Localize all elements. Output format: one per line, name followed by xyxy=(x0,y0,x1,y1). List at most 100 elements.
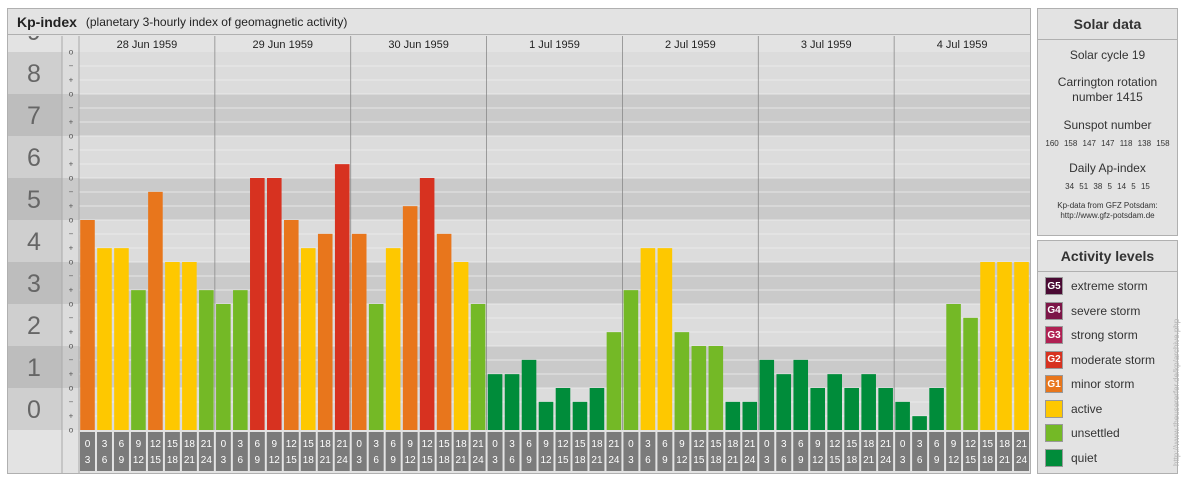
interval-start-label: 3 xyxy=(509,439,515,450)
level-band-label xyxy=(8,178,62,220)
kp-bar xyxy=(165,262,180,430)
kp-bar xyxy=(182,262,197,430)
interval-start-label: 21 xyxy=(473,439,485,450)
legend-item: G2 moderate storm xyxy=(1038,348,1177,373)
interval-end-label: 15 xyxy=(829,455,841,466)
interval-start-label: 6 xyxy=(390,439,396,450)
interval-end-label: 12 xyxy=(269,455,281,466)
interval-box xyxy=(810,432,826,471)
legend-item: G5 extreme storm xyxy=(1038,274,1177,299)
interval-end-label: 21 xyxy=(863,455,875,466)
y-minor-tick-label: o xyxy=(69,48,74,57)
y-minor-tick-label: o xyxy=(69,342,74,351)
interval-start-label: 21 xyxy=(337,439,349,450)
credit-link[interactable]: http://www.gfz-potsdam.de xyxy=(1060,211,1155,220)
day-label: 3 Jul 1959 xyxy=(801,39,852,51)
legend-swatch: G5 xyxy=(1045,277,1063,296)
interval-start-label: 12 xyxy=(693,439,705,450)
legend-item: G1 minor storm xyxy=(1038,372,1177,397)
interval-end-label: 15 xyxy=(422,455,434,466)
interval-box xyxy=(470,432,486,471)
interval-end-label: 9 xyxy=(934,455,940,466)
interval-box xyxy=(759,432,775,471)
interval-box xyxy=(657,432,673,471)
interval-start-label: 12 xyxy=(965,439,977,450)
legend-swatch: G2 xyxy=(1045,350,1063,369)
interval-box xyxy=(623,432,639,471)
kp-bar xyxy=(912,416,927,430)
interval-box xyxy=(521,432,537,471)
kp-bar xyxy=(895,401,910,430)
interval-box xyxy=(232,432,248,471)
kp-bar xyxy=(776,374,792,430)
interval-box xyxy=(674,432,690,471)
kp-bar xyxy=(80,220,95,430)
interval-box xyxy=(589,432,605,471)
interval-start-label: 15 xyxy=(439,439,451,450)
y-minor-tick-label: o xyxy=(69,300,74,309)
interval-end-label: 12 xyxy=(133,455,145,466)
interval-end-label: 21 xyxy=(184,455,196,466)
level-band-label xyxy=(8,136,62,178)
y-minor-tick-label: − xyxy=(69,230,74,239)
kp-bar xyxy=(233,290,248,430)
y-minor-tick-label: + xyxy=(69,412,74,421)
kp-bar xyxy=(810,388,826,430)
chart-header: Kp-index (planetary 3-hourly index of ge… xyxy=(8,9,1030,35)
level-band-label xyxy=(8,388,62,430)
kp-bar xyxy=(929,388,944,430)
solar-data-title: Solar data xyxy=(1038,9,1177,40)
interval-box xyxy=(198,432,214,471)
interval-box xyxy=(334,432,350,471)
interval-end-label: 24 xyxy=(1016,455,1028,466)
interval-box xyxy=(742,432,758,471)
interval-box xyxy=(878,432,894,471)
interval-box xyxy=(385,432,401,471)
y-minor-tick-label: o xyxy=(69,384,74,393)
y-tick-label: 6 xyxy=(27,144,41,172)
interval-box xyxy=(963,432,979,471)
interval-box xyxy=(946,432,962,471)
legend-swatch: G3 xyxy=(1045,326,1063,345)
interval-start-label: 21 xyxy=(201,439,213,450)
interval-start-label: 0 xyxy=(356,439,362,450)
y-minor-tick-label: + xyxy=(69,202,74,211)
interval-start-label: 18 xyxy=(863,439,875,450)
kp-bar xyxy=(980,262,995,430)
interval-end-label: 15 xyxy=(286,455,298,466)
kp-chart-panel: Kp-index (planetary 3-hourly index of ge… xyxy=(7,8,1031,474)
kp-bar xyxy=(827,374,842,430)
kp-bar xyxy=(402,206,418,430)
interval-box xyxy=(130,432,146,471)
interval-box xyxy=(181,432,197,471)
interval-start-label: 15 xyxy=(167,439,179,450)
kp-bar xyxy=(250,178,265,430)
kp-bar xyxy=(538,401,554,430)
y-minor-tick-label: + xyxy=(69,76,74,85)
interval-start-label: 18 xyxy=(727,439,739,450)
interval-end-label: 6 xyxy=(238,455,244,466)
interval-end-label: 18 xyxy=(710,455,722,466)
kp-bar xyxy=(521,359,537,430)
interval-start-label: 0 xyxy=(900,439,906,450)
y-minor-tick-label: o xyxy=(69,132,74,141)
y-minor-tick-label: − xyxy=(69,398,74,407)
interval-start-label: 0 xyxy=(492,439,498,450)
y-minor-tick-label: o xyxy=(69,90,74,99)
level-band xyxy=(62,94,1030,136)
day-label: 1 Jul 1959 xyxy=(529,39,580,51)
interval-end-label: 18 xyxy=(982,455,994,466)
chart-title: Kp-index xyxy=(17,13,77,30)
interval-end-label: 24 xyxy=(608,455,620,466)
interval-box xyxy=(844,432,860,471)
level-band xyxy=(62,136,1030,178)
interval-box xyxy=(691,432,707,471)
legend-label: severe storm xyxy=(1071,303,1141,318)
credit-line: Kp-data from GFZ Potsdam: xyxy=(1057,201,1158,210)
legend-swatch: G4 xyxy=(1045,301,1063,320)
interval-end-label: 21 xyxy=(999,455,1011,466)
y-tick-label: 9 xyxy=(27,36,41,46)
level-band-label xyxy=(8,346,62,388)
interval-start-label: 18 xyxy=(591,439,603,450)
kp-bar xyxy=(131,290,146,430)
